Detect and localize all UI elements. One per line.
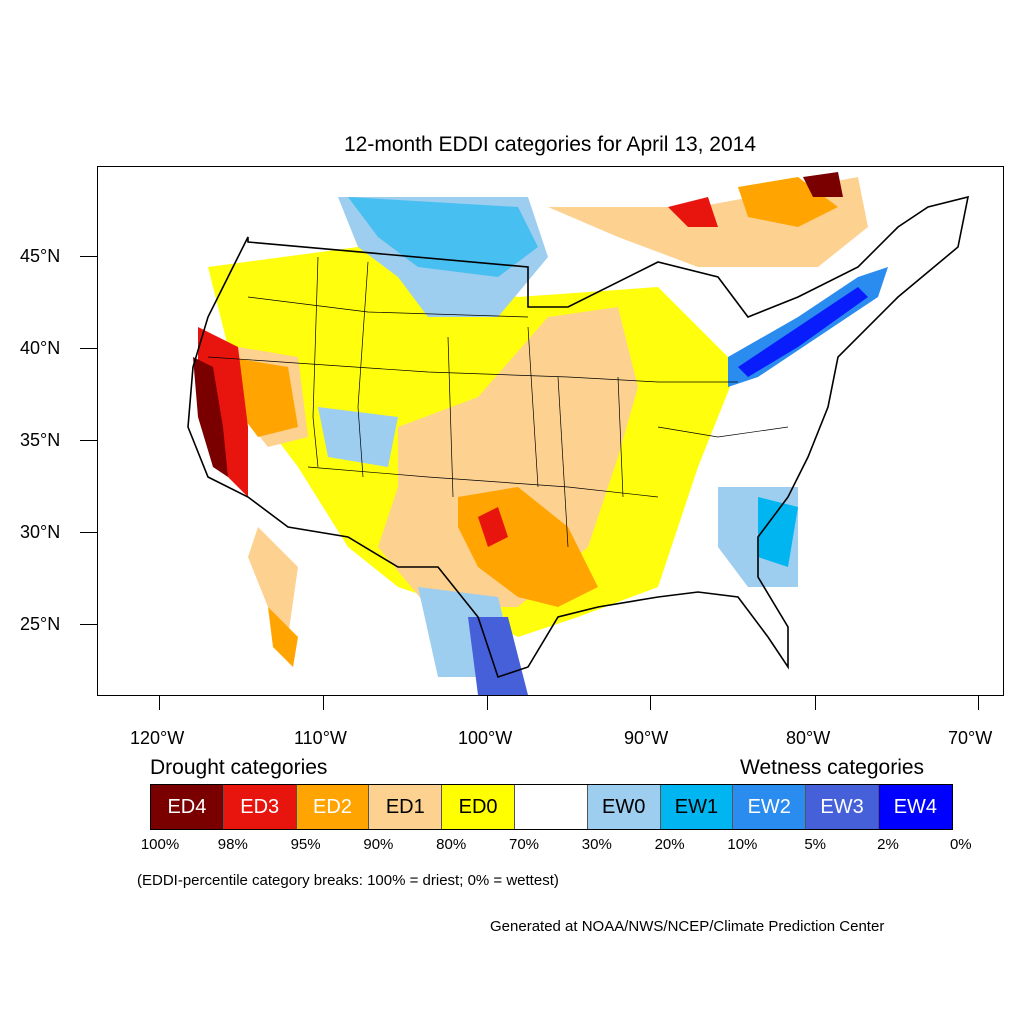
drought-heading: Drought categories — [150, 756, 328, 779]
lon-label: 80°W — [786, 728, 831, 748]
lat-label: 35°N — [20, 430, 61, 450]
legend-swatch: ED1 — [369, 785, 443, 829]
legend-swatch: ED4 — [151, 785, 224, 829]
lat-label: 45°N — [20, 246, 61, 266]
legend-swatch: EW0 — [587, 785, 661, 829]
percent-break-label: 20% — [654, 836, 685, 853]
lat-label: 25°N — [20, 614, 61, 634]
lat-label: 30°N — [20, 522, 61, 542]
percent-break-label: 2% — [877, 836, 899, 853]
legend-bar: ED4 ED3 ED2 ED1 ED0 EW0 EW1 EW2 EW3 EW4 — [150, 784, 953, 830]
percent-break-label: 70% — [508, 836, 540, 853]
wetness-heading: Wetness categories — [740, 756, 925, 779]
percent-break-label: 95% — [290, 836, 321, 853]
lon-label: 100°W — [458, 728, 513, 748]
credit-line: Generated at NOAA/NWS/NCEP/Climate Predi… — [490, 918, 885, 935]
percent-break-label: 80% — [436, 836, 467, 853]
lat-tick — [80, 348, 97, 349]
map-frame — [97, 166, 1004, 696]
lat-tick — [80, 256, 97, 257]
us-outline — [187, 195, 970, 679]
lon-tick — [978, 696, 979, 710]
legend-swatch — [514, 785, 588, 829]
percent-break-label: 90% — [363, 836, 394, 853]
legend-swatch: ED3 — [223, 785, 297, 829]
lat-tick — [80, 440, 97, 441]
lon-tick — [323, 696, 324, 710]
lon-label: 110°W — [294, 728, 347, 748]
legend-swatch: EW3 — [806, 785, 879, 829]
state-boundaries — [207, 256, 789, 548]
legend-swatch: EW2 — [733, 785, 807, 829]
lon-label: 90°W — [624, 728, 669, 748]
percent-break-label: 100% — [140, 836, 180, 853]
lon-tick — [815, 696, 816, 710]
map-title: 12-month EDDI categories for April 13, 2… — [343, 133, 757, 156]
lat-tick — [80, 624, 97, 625]
lon-label: 70°W — [948, 728, 993, 748]
legend-swatch: EW4 — [878, 785, 952, 829]
lon-tick — [159, 696, 160, 710]
map-canvas — [187, 172, 970, 695]
percent-break-label: 98% — [217, 836, 248, 853]
percent-break-label: 10% — [727, 836, 758, 853]
legend-swatch: EW1 — [660, 785, 734, 829]
percent-break-label: 5% — [804, 836, 827, 853]
legend-swatch: ED2 — [296, 785, 370, 829]
eddi-field — [193, 172, 888, 695]
lat-tick — [80, 532, 97, 533]
category-note: (EDDI-percentile category breaks: 100% =… — [137, 872, 559, 889]
lon-tick — [650, 696, 651, 710]
percent-break-label: 0% — [949, 836, 972, 853]
lon-label: 120°W — [130, 728, 185, 748]
lon-tick — [487, 696, 488, 710]
lat-label: 40°N — [20, 338, 61, 358]
percent-break-label: 30% — [581, 836, 612, 853]
legend-swatch: ED0 — [442, 785, 515, 829]
